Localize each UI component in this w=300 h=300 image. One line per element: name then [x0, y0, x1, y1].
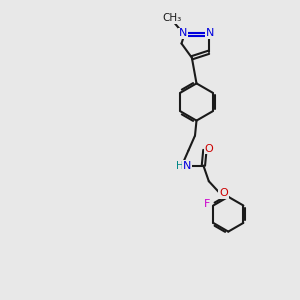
Text: O: O — [205, 143, 214, 154]
Text: N: N — [179, 28, 187, 38]
Text: N: N — [183, 161, 191, 171]
Text: CH₃: CH₃ — [163, 13, 182, 23]
Text: F: F — [204, 199, 210, 209]
Text: O: O — [219, 188, 228, 198]
Text: H: H — [176, 161, 183, 171]
Text: N: N — [206, 28, 214, 38]
